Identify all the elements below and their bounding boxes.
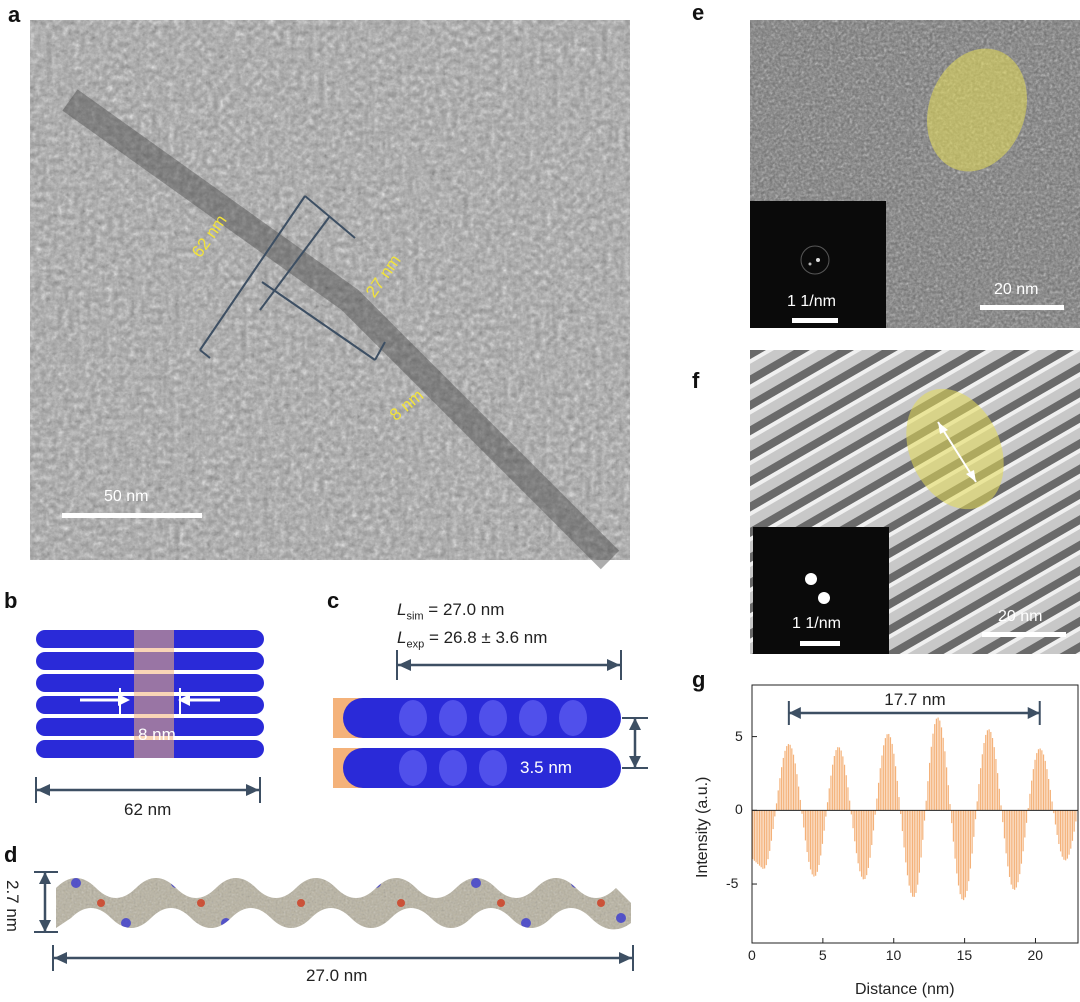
x-tick-label: 15 <box>956 947 973 963</box>
helix-d <box>56 878 631 930</box>
panel-letter-g: g <box>692 667 706 692</box>
fft-inset-f <box>753 527 889 654</box>
l-exp-value: = 26.8 ± 3.6 nm <box>424 628 548 647</box>
x-tick-label: 5 <box>818 947 827 963</box>
model-c <box>333 698 621 788</box>
y-tick-label: 0 <box>735 801 743 818</box>
x-tick-label: 0 <box>748 947 756 963</box>
l-exp-symbol: L <box>397 628 407 647</box>
dimension-b <box>35 777 261 803</box>
micrograph-e <box>750 20 1080 328</box>
fft-inset-e <box>750 201 886 328</box>
scale-bar-a <box>62 513 202 518</box>
scale-label-f: 20 nm <box>998 608 1043 625</box>
label-c-sim: Lsim = 27.0 nm <box>397 600 504 622</box>
dimension-d <box>52 945 634 971</box>
label-c-3-5nm: 3.5 nm <box>520 758 572 777</box>
inset-scale-f: 1 1/nm <box>792 615 841 632</box>
scale-bar-f <box>982 632 1066 637</box>
l-exp-sub: exp <box>406 638 425 651</box>
panel-letter-f: f <box>692 368 700 393</box>
y-axis-label: Intensity (a.u.) <box>694 776 711 878</box>
spacing-arrow-c <box>622 717 648 769</box>
x-tick-label: 20 <box>1027 947 1044 963</box>
inset-scale-e: 1 1/nm <box>787 293 836 310</box>
span-arrow-head-left <box>788 707 801 719</box>
span-annotation-label: 17.7 nm <box>884 690 946 709</box>
l-sim-symbol: L <box>397 600 407 619</box>
intensity-chart <box>751 684 1079 944</box>
panel-letter-b: b <box>4 588 18 613</box>
axis-ticks <box>751 736 1036 943</box>
height-arrow-d <box>34 871 58 933</box>
label-d-height: 2.7 nm <box>3 880 22 932</box>
scale-label-a: 50 nm <box>104 488 149 505</box>
y-tick-label: 5 <box>735 727 743 744</box>
label-b-62nm: 62 nm <box>124 800 172 819</box>
filtered-image-f <box>750 350 1080 654</box>
l-sim-sub: sim <box>406 610 424 623</box>
scale-bar-e-inset <box>792 318 838 323</box>
l-sim-value: = 27.0 nm <box>423 600 505 619</box>
span-arrow-head-right <box>1027 707 1040 719</box>
label-b-8nm: 8 nm <box>138 725 176 744</box>
label-d-length: 27.0 nm <box>306 966 368 985</box>
scale-bar-f-inset <box>800 641 840 646</box>
span-annotation <box>787 701 1041 725</box>
model-b <box>34 628 266 766</box>
panel-letter-e: e <box>692 0 705 25</box>
intensity-fill <box>752 717 1079 901</box>
panel-letter-c: c <box>327 588 340 613</box>
scale-bar-e <box>980 305 1064 310</box>
highlight-ellipse-e <box>927 48 1027 172</box>
label-c-exp: Lexp = 26.8 ± 3.6 nm <box>397 628 547 650</box>
micrograph-a <box>30 20 630 570</box>
x-axis-label: Distance (nm) <box>855 981 955 998</box>
dimension-c <box>396 650 622 680</box>
plot-frame <box>751 684 1079 944</box>
panel-letter-a: a <box>8 2 21 27</box>
panel-letter-d: d <box>4 842 18 867</box>
fibril-band <box>62 89 620 570</box>
scale-label-e: 20 nm <box>994 281 1039 298</box>
x-tick-label: 10 <box>885 947 902 963</box>
y-tick-label: -5 <box>726 875 739 892</box>
measure-lines <box>199 195 386 361</box>
